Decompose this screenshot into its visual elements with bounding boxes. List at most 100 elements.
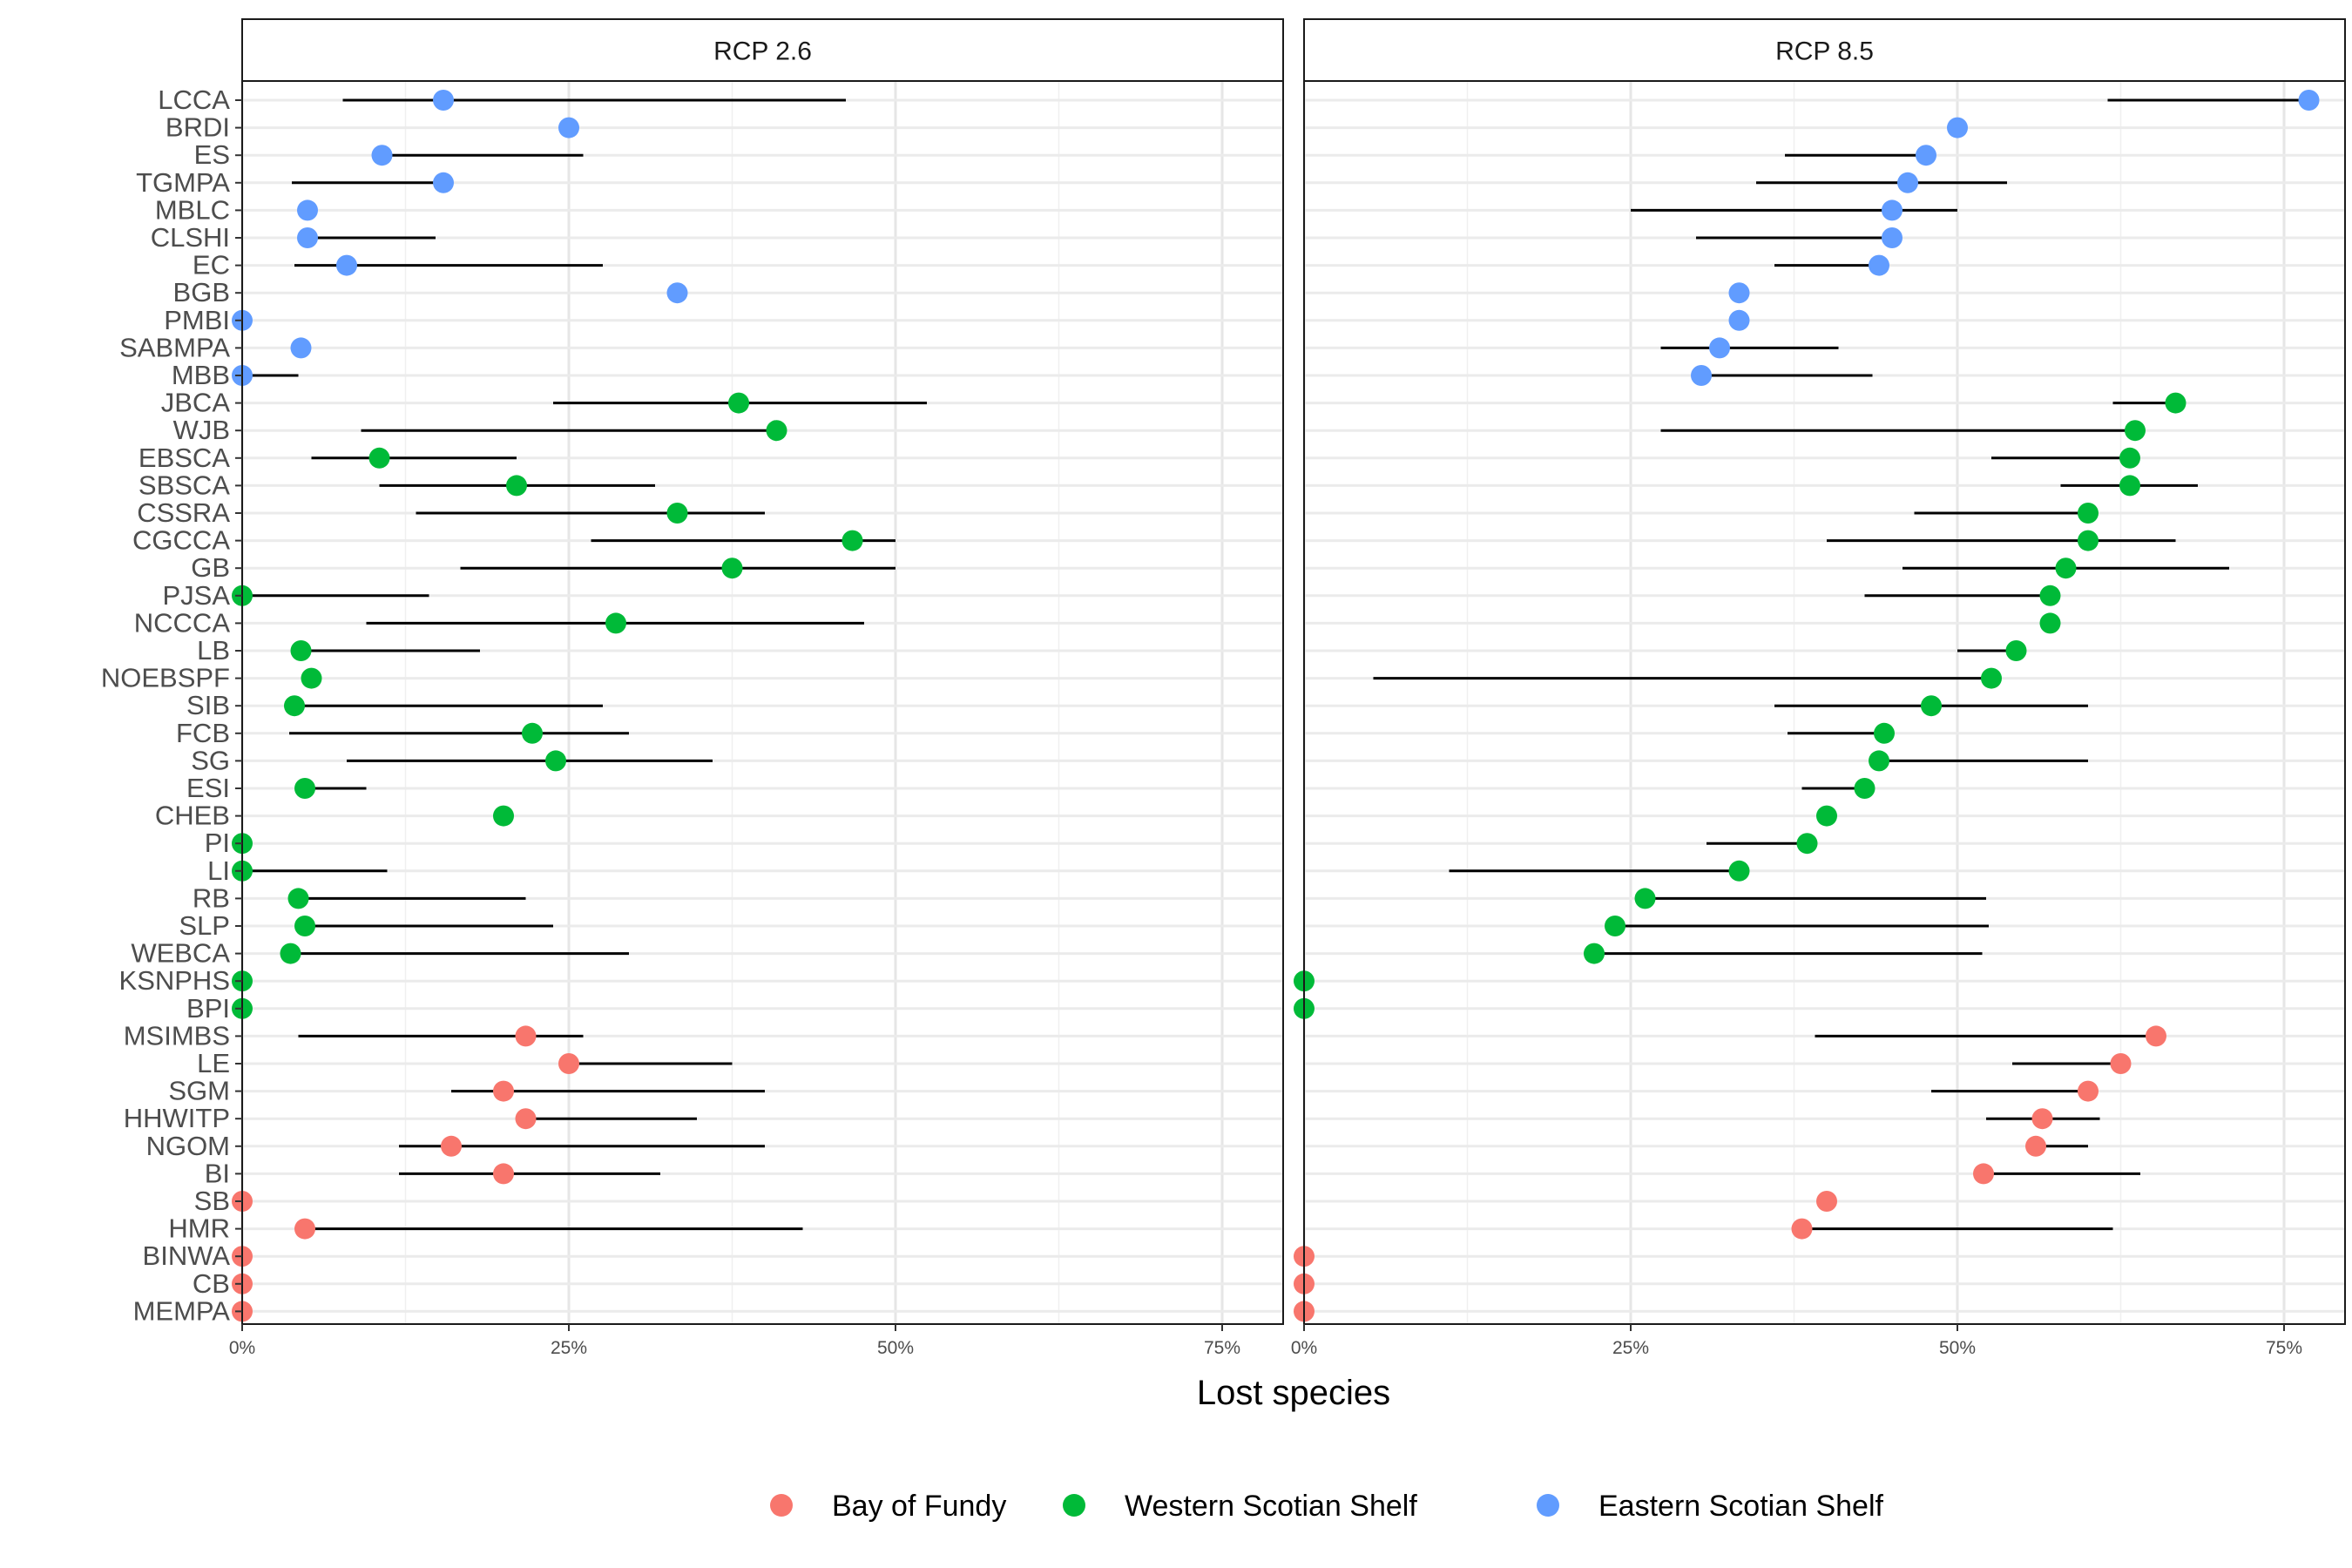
data-point [605, 612, 626, 634]
data-point [1869, 254, 1889, 276]
data-point [2039, 585, 2061, 606]
x-axis-title: Lost species [1197, 1374, 1390, 1412]
y-tick-label: PI [205, 828, 230, 858]
legend-item: Eastern Scotian Shelf [1537, 1490, 1884, 1523]
data-point [2146, 1025, 2166, 1047]
data-point [666, 503, 688, 524]
data-point [766, 420, 787, 442]
data-point [2031, 1108, 2053, 1130]
data-point [2039, 612, 2061, 634]
y-tick-label: BINWA [143, 1240, 231, 1271]
y-tick-label: LE [197, 1048, 230, 1078]
y-tick-label: NCCCA [134, 607, 231, 638]
y-tick-label: MBB [172, 360, 230, 390]
data-point [290, 337, 312, 359]
data-point [558, 117, 579, 139]
data-point [1634, 888, 1656, 909]
y-tick-label: BI [205, 1158, 230, 1188]
y-tick-label: SLP [179, 910, 230, 941]
data-point [841, 530, 863, 551]
data-point [1816, 805, 1837, 827]
data-point [666, 282, 688, 304]
y-tick-label: MBLC [155, 194, 230, 225]
data-point [2298, 90, 2320, 111]
legend-item: Western Scotian Shelf [1063, 1490, 1417, 1523]
data-point [1605, 916, 1625, 936]
data-point [433, 90, 454, 111]
data-point [1882, 227, 1903, 248]
data-point [545, 750, 566, 772]
y-tick-label: CLSHI [151, 222, 230, 253]
x-tick-label: 25% [551, 1338, 587, 1358]
data-point [493, 805, 514, 827]
y-tick-label: LI [207, 855, 230, 886]
data-point [2005, 640, 2027, 661]
data-point [1728, 282, 1750, 304]
y-tick-label: EC [193, 250, 230, 280]
y-tick-label: FCB [176, 718, 230, 748]
data-point [2110, 1053, 2132, 1074]
data-point [301, 667, 322, 689]
y-tick-label: BGB [173, 277, 230, 308]
legend-item: Bay of Fundy [770, 1490, 1006, 1523]
y-tick-label: SGM [168, 1076, 230, 1106]
y-tick-label: HHWITP [124, 1103, 230, 1133]
panel-strip [241, 18, 1284, 82]
y-tick-label: PMBI [164, 305, 230, 335]
x-tick-label: 25% [1612, 1338, 1649, 1358]
y-tick-label: HMR [168, 1213, 230, 1244]
x-tick-label: 0% [229, 1338, 255, 1358]
data-point [284, 695, 305, 717]
data-point [433, 172, 454, 193]
plot-background [1304, 81, 2345, 1324]
y-tick-label: EBSCA [139, 443, 230, 473]
data-point [2055, 558, 2077, 579]
y-tick-label: MEMPA [133, 1295, 231, 1326]
y-tick-label: LCCA [158, 84, 230, 115]
panels-layer: RCP 2.6 0% 25% 50% 75% RCP 8.5 0% 25% 50% 75% [229, 18, 2346, 1358]
data-point [294, 778, 315, 799]
legend: Bay of Fundy Western Scotian Shelf Eastern… [770, 1490, 1884, 1523]
data-point [371, 145, 393, 166]
y-tick-label: SBSCA [139, 470, 230, 500]
data-point [522, 722, 543, 744]
y-tick-label: BRDI [166, 112, 230, 143]
data-point [1869, 750, 1889, 772]
data-point [493, 1163, 514, 1185]
y-tick-label: RB [193, 882, 230, 913]
data-point [368, 447, 390, 469]
panel-border [1303, 80, 2346, 1325]
y-tick-label: SB [194, 1186, 230, 1216]
data-point [1816, 1191, 1837, 1212]
legend-label: Western Scotian Shelf [1125, 1490, 1417, 1523]
data-point [2119, 475, 2140, 497]
x-tick-label: 75% [2266, 1338, 2302, 1358]
legend-key [770, 1494, 793, 1517]
y-tick-label: KSNPHS [119, 965, 230, 996]
panel-title: RCP 8.5 [1775, 37, 1874, 66]
y-tick-label: CHEB [155, 801, 230, 831]
panel-border [241, 80, 1284, 1325]
data-point [297, 227, 318, 248]
data-point [2078, 503, 2099, 524]
data-point [441, 1135, 462, 1157]
y-axis: LCCABRDIESTGMPAMBLCCLSHIECBGBPMBISABMPAM… [101, 84, 242, 1326]
data-point [2025, 1135, 2046, 1157]
x-tick-label: 50% [877, 1338, 914, 1358]
data-point [1691, 365, 1712, 386]
panel-1: RCP 2.6 0% 25% 50% 75% [229, 18, 1284, 1358]
data-point [515, 1025, 537, 1047]
data-point [2078, 1080, 2099, 1102]
data-point [558, 1053, 579, 1074]
data-point [1584, 943, 1605, 964]
data-point [1882, 199, 1903, 221]
data-point [1981, 667, 2002, 689]
y-tick-label: TGMPA [136, 167, 230, 198]
data-point [290, 640, 312, 661]
data-point [721, 558, 743, 579]
data-point [1897, 172, 1918, 193]
data-point [294, 916, 315, 936]
y-tick-label: JBCA [161, 388, 231, 418]
data-point [1973, 1163, 1994, 1185]
data-point [728, 392, 749, 414]
